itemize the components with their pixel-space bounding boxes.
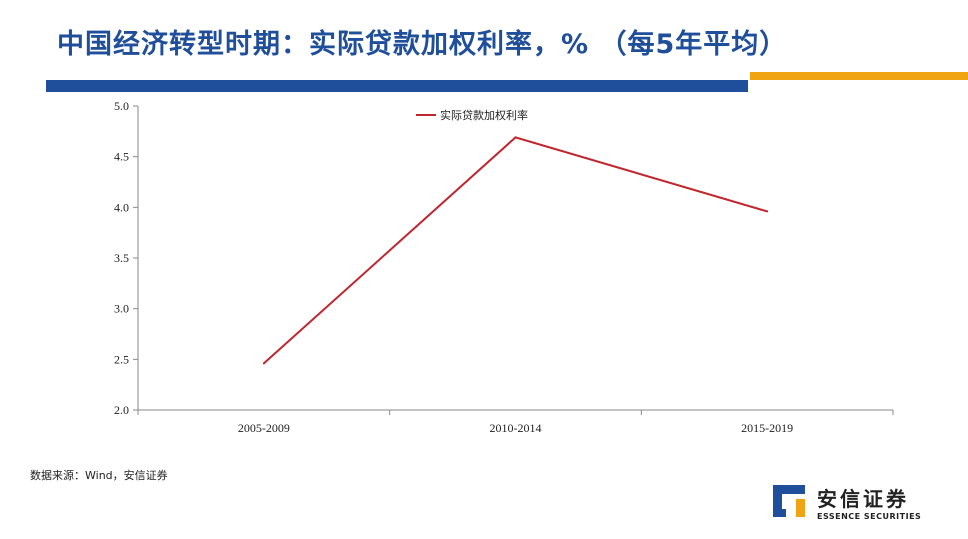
chart-legend: 实际贷款加权利率 [416, 108, 528, 122]
data-point [766, 210, 769, 213]
title-rule-orange [750, 72, 968, 80]
y-tick-label: 3.0 [114, 302, 129, 316]
logo-mark-icon [773, 485, 805, 517]
y-tick-label: 2.5 [114, 352, 129, 366]
chart-axes [137, 106, 893, 411]
x-tick-label: 2015-2019 [741, 421, 793, 435]
y-tick-label: 4.0 [114, 200, 129, 214]
logo-name-cn: 安信证券 [817, 487, 909, 511]
page-title: 中国经济转型时期：实际贷款加权利率，% （每5年平均） [57, 29, 788, 60]
x-tick-label: 2005-2009 [238, 421, 290, 435]
chart-series [262, 136, 769, 365]
source-note: 数据来源：Wind，安信证券 [30, 469, 168, 482]
data-point [514, 136, 517, 139]
y-tick-label: 5.0 [114, 99, 129, 113]
y-tick-label: 3.5 [114, 251, 129, 265]
data-point [262, 362, 265, 365]
y-tick-label: 2.0 [114, 403, 129, 417]
title-rule-blue [46, 80, 748, 92]
series-line [263, 136, 768, 365]
company-logo: 安信证券 ESSENCE SECURITIES [773, 483, 943, 527]
chart-ticks: 2.0 2.5 3.0 3.5 4.0 4.5 5.0 2005-2009 2010-2014 2… [114, 99, 894, 435]
x-tick-label: 2010-2014 [490, 421, 542, 435]
logo-name-en: ESSENCE SECURITIES [817, 512, 922, 521]
legend-label: 实际贷款加权利率 [440, 108, 528, 122]
y-tick-label: 4.5 [114, 150, 129, 164]
